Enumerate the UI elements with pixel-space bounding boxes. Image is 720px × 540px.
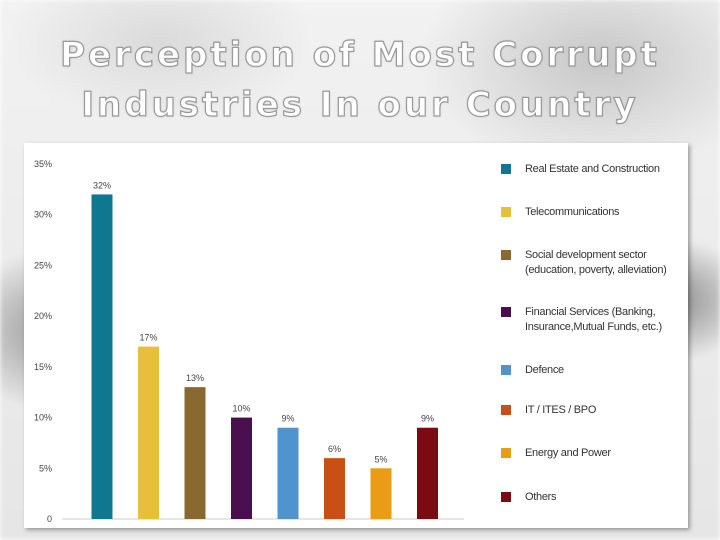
bar bbox=[91, 194, 113, 519]
legend-label: Real Estate and Construction bbox=[525, 163, 660, 175]
legend-label: Energy and Power bbox=[525, 447, 611, 459]
y-tick-label: 15% bbox=[34, 362, 52, 372]
y-tick-label: 35% bbox=[34, 159, 52, 169]
bar bbox=[417, 427, 438, 519]
y-tick-label: 5% bbox=[39, 463, 52, 473]
legend-swatch bbox=[501, 207, 511, 217]
bar bbox=[370, 468, 392, 519]
chart-legend: Real Estate and Construction Telecommunic… bbox=[501, 143, 688, 528]
slide-title: Perception of Most Corrupt Industries In… bbox=[0, 30, 720, 130]
legend-label: Defence bbox=[525, 364, 564, 376]
legend-swatch bbox=[501, 405, 511, 415]
legend-label: Telecommunications bbox=[525, 206, 620, 218]
slide-title-line-1: Perception of Most Corrupt bbox=[60, 34, 660, 75]
bar-value-label: 32% bbox=[93, 180, 111, 190]
y-tick-label: 20% bbox=[34, 311, 52, 321]
legend-label: Others bbox=[525, 491, 557, 503]
bar bbox=[138, 346, 159, 519]
legend-label: Financial Services (Banking, Insurance,M… bbox=[525, 306, 662, 333]
y-tick-label: 10% bbox=[34, 413, 52, 423]
legend-swatch bbox=[501, 448, 511, 458]
bar-value-label: 9% bbox=[281, 414, 294, 424]
bar-value-label: 9% bbox=[421, 414, 434, 424]
bar bbox=[184, 387, 206, 519]
legend-swatch bbox=[501, 365, 511, 375]
bar-value-label: 13% bbox=[186, 373, 204, 383]
y-tick-label: 30% bbox=[34, 210, 52, 220]
chart-panel: 0 5% 10% 15% 20% 25% 30% 35% 32% 17% 13% 10% 9% 6% 5% 9… bbox=[24, 143, 688, 528]
bar bbox=[324, 458, 345, 519]
legend-label: Social development sector (education, po… bbox=[525, 249, 667, 276]
legend-swatch bbox=[501, 164, 511, 174]
bar-chart: 0 5% 10% 15% 20% 25% 30% 35% 32% 17% 13% 10% 9% 6% 5% 9… bbox=[34, 159, 464, 524]
bar-value-label: 10% bbox=[232, 404, 250, 414]
bar-value-label: 5% bbox=[374, 454, 387, 464]
bar-value-label: 6% bbox=[328, 444, 341, 454]
legend-swatch bbox=[501, 492, 511, 502]
legend-label: IT / ITES / BPO bbox=[525, 404, 597, 416]
y-tick-label: 0 bbox=[47, 514, 52, 524]
bar bbox=[231, 417, 252, 519]
slide-title-line-2: Industries In our Country bbox=[81, 84, 639, 125]
bar-value-label: 17% bbox=[139, 333, 157, 343]
legend-swatch bbox=[501, 307, 511, 317]
bar bbox=[277, 427, 299, 519]
y-tick-label: 25% bbox=[34, 260, 52, 270]
legend-swatch bbox=[501, 250, 511, 260]
